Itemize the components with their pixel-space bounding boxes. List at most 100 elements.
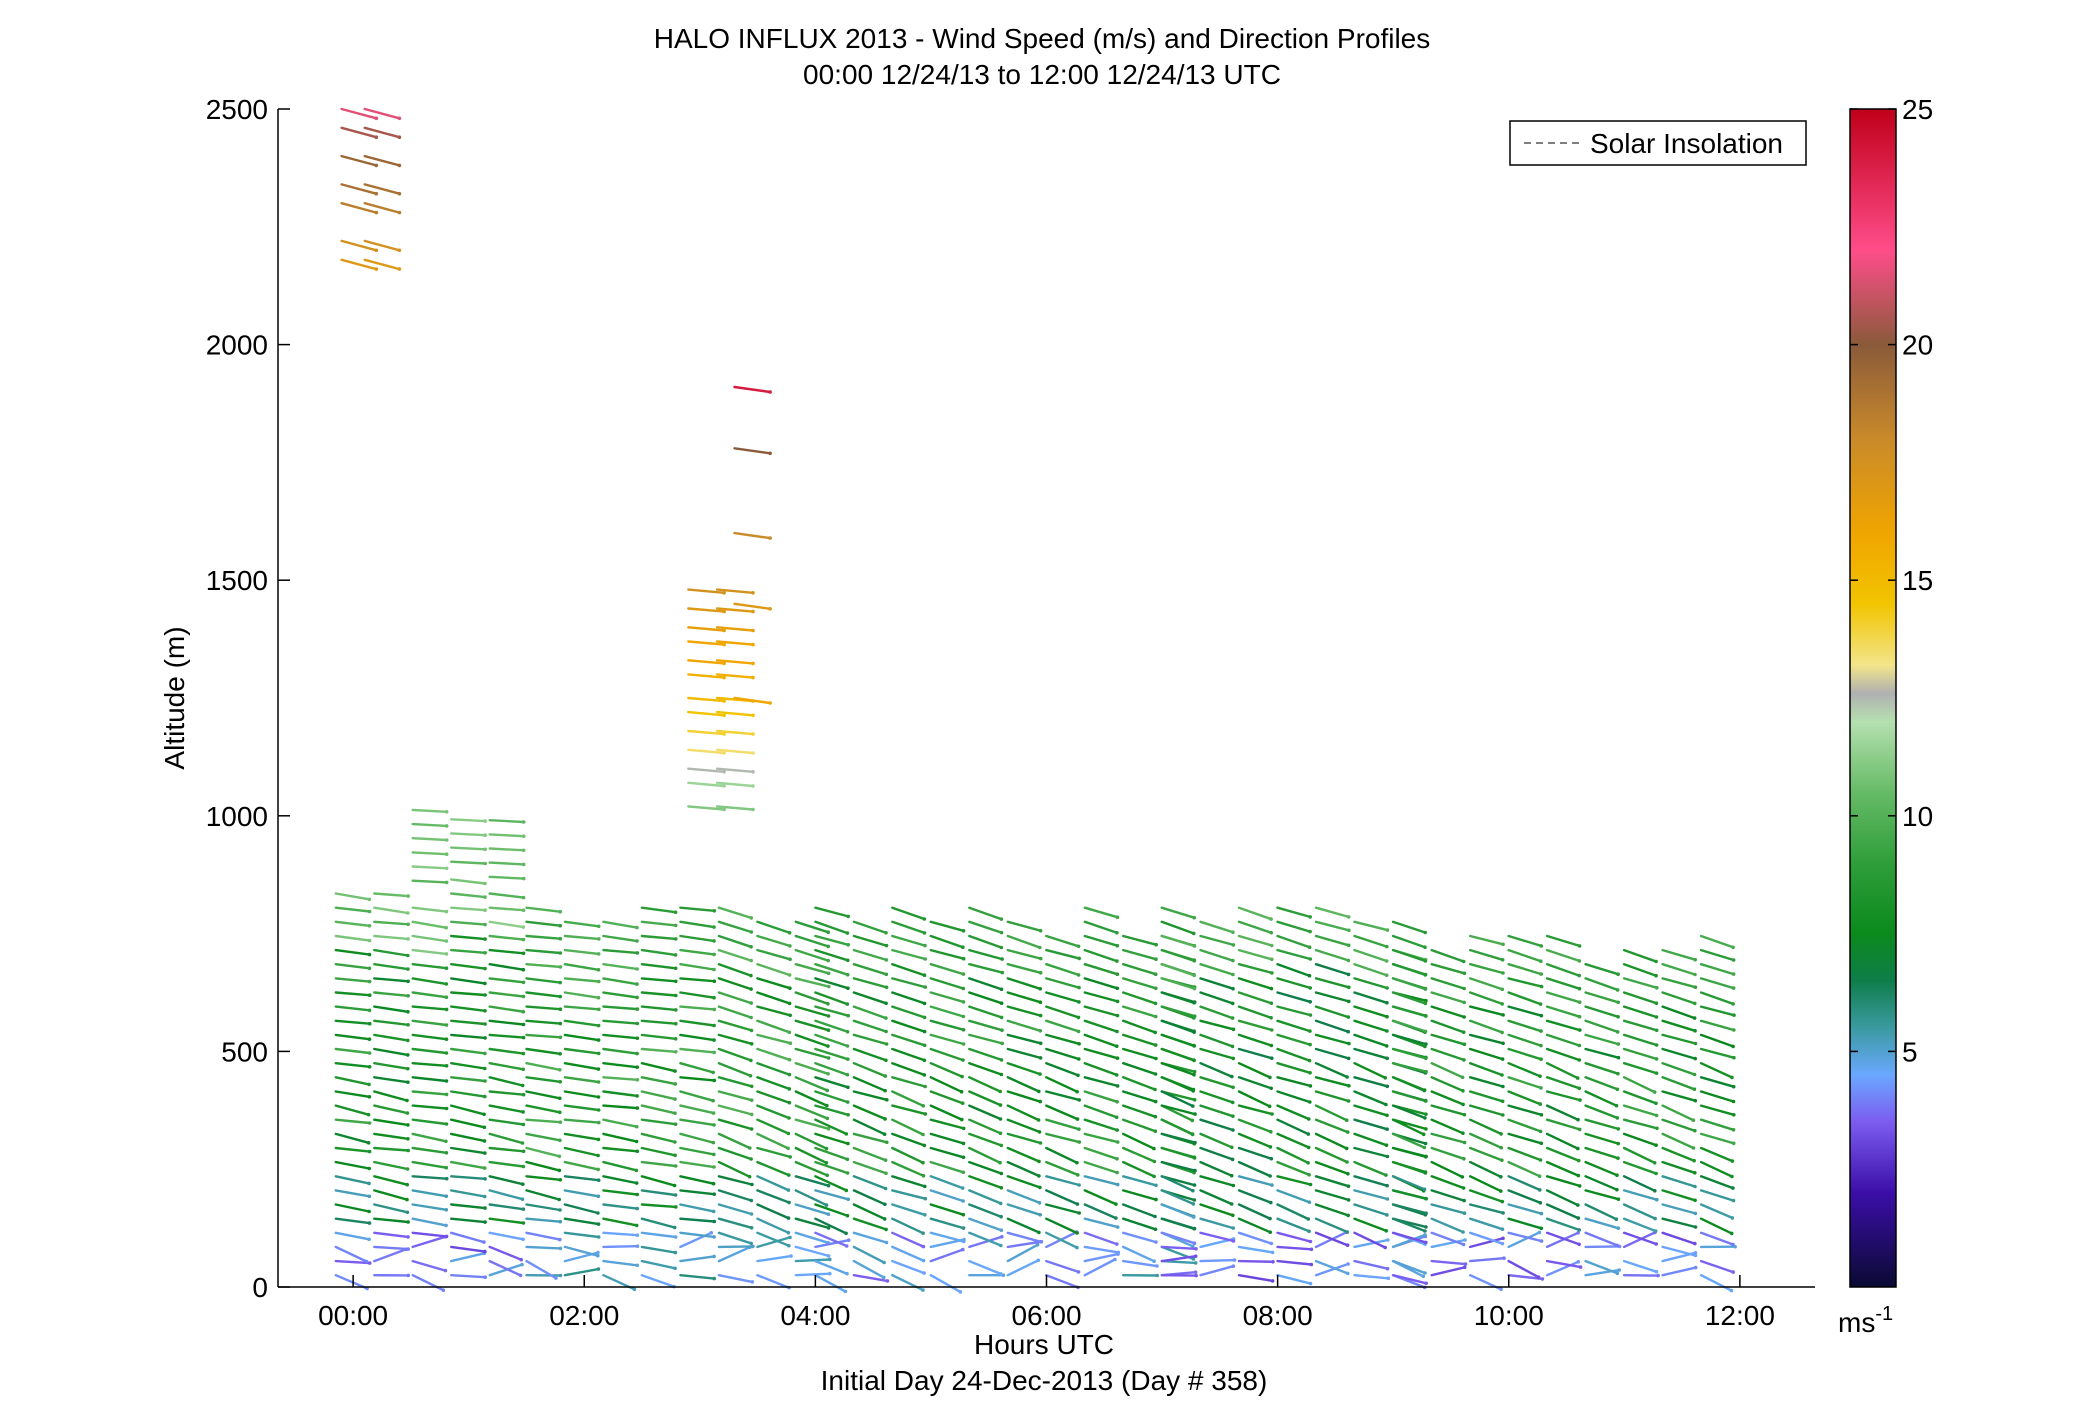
wind-barb-tip: [922, 1029, 927, 1034]
wind-barb-tip: [1462, 1042, 1467, 1047]
wind-barb-tip: [483, 1220, 487, 1224]
x-axis-label-2: Initial Day 24-Dec-2013 (Day # 358): [821, 1365, 1268, 1396]
wind-barb: [1237, 1033, 1273, 1047]
wind-barb: [1160, 1217, 1196, 1230]
wind-barb: [1353, 1146, 1389, 1158]
wind-barb-tip: [1500, 958, 1505, 962]
wind-barb-tip: [722, 642, 726, 647]
wind-barb-tip: [1654, 1015, 1659, 1019]
wind-barb: [715, 729, 755, 736]
wind-barb-tip: [444, 1223, 448, 1228]
wind-barb-tip: [1269, 1241, 1274, 1246]
wind-barb-tip: [674, 937, 678, 941]
wind-barb-tip: [1308, 1281, 1313, 1286]
wind-barb: [488, 1005, 525, 1013]
wind-barb: [1699, 948, 1735, 962]
wind-barb: [1699, 963, 1735, 976]
wind-barb: [373, 1160, 409, 1171]
wind-barb-tip: [1616, 1000, 1620, 1005]
wind-barb-tip: [367, 1194, 372, 1199]
wind-barb-tip: [921, 1174, 926, 1178]
wind-barb-tip: [1655, 1126, 1659, 1131]
colorbar-unit: ms: [1838, 1307, 1875, 1338]
wind-barb: [334, 1245, 368, 1263]
wind-barb-tip: [882, 1217, 887, 1221]
wind-barb: [794, 991, 830, 1005]
wind-barb-tip: [635, 1244, 640, 1248]
wind-barb-tip: [1461, 1131, 1465, 1135]
wind-barb-tip: [1038, 987, 1042, 991]
wind-barb: [687, 805, 726, 811]
wind-barb: [1121, 1090, 1157, 1103]
wind-barb: [929, 948, 965, 960]
wind-barb-tip: [1191, 1188, 1195, 1193]
wind-barb-tip: [921, 1244, 926, 1249]
wind-barb-tip: [883, 1074, 888, 1078]
x-tick-label: 02:00: [549, 1300, 619, 1331]
wind-barb: [1622, 1019, 1658, 1032]
wind-barb: [794, 1033, 830, 1048]
wind-barb: [1661, 1189, 1697, 1202]
wind-barb: [968, 991, 1003, 1005]
wind-barb: [488, 1061, 525, 1071]
wind-barb: [814, 1175, 848, 1192]
wind-barb-tip: [1423, 1229, 1427, 1233]
wind-barb: [852, 1118, 886, 1136]
wind-barb-tip: [596, 1253, 600, 1258]
wind-barb-tip: [635, 1021, 640, 1026]
wind-barb: [1314, 991, 1351, 1003]
wind-barb-tip: [1192, 1030, 1196, 1034]
wind-barb: [1430, 1203, 1466, 1215]
wind-barb: [450, 1132, 486, 1143]
wind-barb-tip: [519, 1257, 523, 1262]
wind-barb-tip: [558, 923, 562, 928]
wind-barb-tip: [788, 1155, 792, 1159]
wind-barb: [1237, 1203, 1272, 1220]
wind-barb-tip: [444, 1037, 449, 1041]
wind-barb-tip: [922, 1015, 927, 1020]
wind-barb-tip: [521, 1164, 526, 1169]
wind-barb-tip: [557, 1168, 562, 1173]
wind-barb: [1314, 1104, 1348, 1122]
wind-barb: [488, 963, 525, 971]
wind-barb-tip: [825, 1103, 829, 1108]
wind-barb-tip: [483, 1022, 487, 1026]
wind-barb-tip: [749, 987, 753, 991]
wind-barb-tip: [1307, 1229, 1311, 1234]
wind-barb: [1545, 1033, 1581, 1047]
wind-barb-tip: [846, 1238, 851, 1242]
wind-barb: [1083, 1217, 1119, 1229]
wind-barb-tip: [406, 979, 410, 984]
wind-barb-tip: [521, 820, 526, 824]
wind-barb-tip: [884, 943, 889, 948]
wind-barb: [411, 851, 448, 856]
wind-barb: [1121, 1160, 1156, 1178]
wind-barb-tip: [1423, 1001, 1428, 1006]
wind-barb-tip: [1076, 1073, 1080, 1078]
colorbar: [1849, 108, 1897, 1288]
wind-barb: [1584, 1076, 1619, 1091]
wind-barb: [602, 1118, 638, 1128]
wind-barb-tip: [673, 910, 678, 914]
wind-barb: [1121, 1005, 1157, 1018]
wind-barb: [1276, 1061, 1312, 1075]
wind-barb: [1276, 1189, 1311, 1204]
wind-barb: [1699, 1217, 1733, 1235]
wind-barb-tip: [1616, 1015, 1620, 1019]
wind-barb: [1622, 963, 1658, 977]
wind-barb-tip: [1654, 973, 1658, 978]
wind-barb: [1391, 948, 1427, 963]
wind-barb: [1430, 1231, 1465, 1246]
wind-barb-tip: [1038, 945, 1042, 950]
wind-barb-tip: [1463, 1238, 1467, 1242]
wind-barb-tip: [406, 1220, 410, 1224]
wind-barb-tip: [444, 952, 449, 956]
wind-barb: [363, 239, 401, 252]
wind-barb: [602, 1244, 639, 1249]
wind-barb-tip: [1616, 1071, 1620, 1076]
wind-barb: [679, 1217, 716, 1223]
wind-barb-tip: [1075, 1117, 1080, 1121]
wind-barb-tip: [558, 1208, 562, 1212]
wind-barb: [756, 920, 791, 934]
wind-barb-tip: [961, 1126, 966, 1131]
